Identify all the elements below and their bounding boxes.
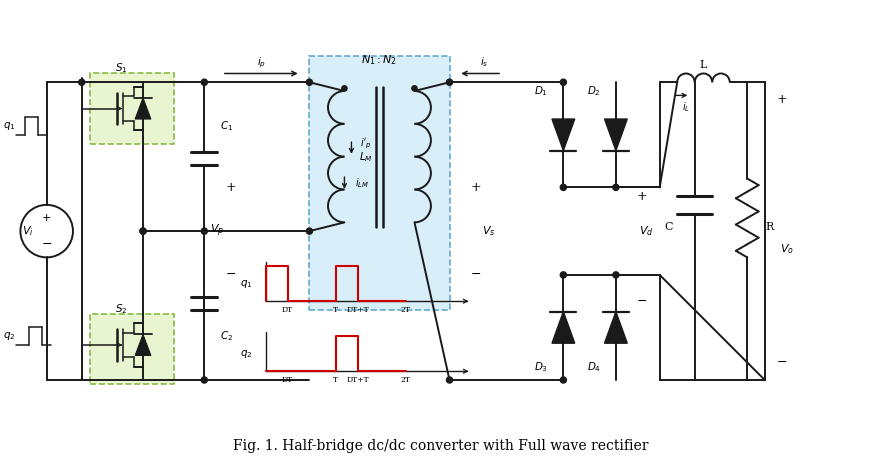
Text: $i_{LM}$: $i_{LM}$ [355, 176, 369, 190]
Text: DT+T: DT+T [346, 306, 369, 314]
Polygon shape [136, 334, 150, 356]
Text: $C_2$: $C_2$ [220, 329, 232, 343]
Text: C: C [664, 222, 672, 232]
Circle shape [202, 377, 208, 383]
Text: 2T: 2T [400, 306, 411, 314]
Text: T: T [334, 376, 338, 384]
FancyBboxPatch shape [310, 56, 450, 310]
Text: $q_1$: $q_1$ [3, 120, 15, 132]
Text: $q_1$: $q_1$ [240, 278, 253, 290]
Text: $D_4$: $D_4$ [587, 360, 601, 374]
Circle shape [202, 228, 208, 234]
Circle shape [306, 228, 312, 234]
Text: +: + [42, 213, 51, 223]
Circle shape [140, 228, 146, 234]
Text: 2T: 2T [400, 376, 411, 384]
Text: $V_o$: $V_o$ [780, 242, 794, 256]
Text: $V_s$: $V_s$ [482, 224, 495, 238]
Text: $D_1$: $D_1$ [534, 84, 548, 98]
Text: −: − [777, 356, 788, 369]
Polygon shape [605, 312, 627, 343]
Text: L: L [700, 60, 708, 70]
Text: −: − [225, 268, 236, 281]
Circle shape [446, 79, 452, 85]
Text: $V_i$: $V_i$ [21, 224, 33, 238]
Text: $D_3$: $D_3$ [534, 360, 548, 374]
Text: $N_1 : N_2$: $N_1 : N_2$ [362, 53, 398, 67]
Text: +: + [225, 181, 236, 194]
Text: −: − [471, 268, 481, 281]
Text: $q_2$: $q_2$ [240, 348, 253, 360]
Text: $q_2$: $q_2$ [3, 330, 15, 342]
Circle shape [446, 377, 452, 383]
Polygon shape [605, 119, 627, 151]
Text: $V_d$: $V_d$ [639, 224, 654, 238]
Circle shape [202, 79, 208, 85]
Circle shape [561, 79, 567, 85]
Text: $C_1$: $C_1$ [220, 119, 233, 133]
Text: $S_2$: $S_2$ [115, 302, 128, 316]
Text: Fig. 1. Half-bridge dc/dc converter with Full wave rectifier: Fig. 1. Half-bridge dc/dc converter with… [233, 439, 649, 453]
Text: $i_s$: $i_s$ [480, 55, 488, 69]
Circle shape [412, 86, 417, 91]
Polygon shape [552, 312, 575, 343]
Text: −: − [637, 295, 648, 308]
Circle shape [306, 79, 312, 85]
Circle shape [78, 79, 84, 85]
Text: +: + [637, 190, 648, 203]
Circle shape [341, 86, 347, 91]
Text: +: + [471, 181, 481, 194]
Text: $L_M$: $L_M$ [359, 150, 373, 163]
Circle shape [561, 184, 567, 190]
Circle shape [561, 272, 567, 278]
Circle shape [561, 377, 567, 383]
Circle shape [612, 272, 619, 278]
Text: $V_p$: $V_p$ [210, 223, 224, 239]
Text: $i'_p$: $i'_p$ [361, 136, 372, 151]
FancyBboxPatch shape [91, 314, 173, 384]
Text: −: − [41, 238, 52, 251]
Text: $i_p$: $i_p$ [257, 56, 266, 70]
Text: +: + [777, 93, 788, 106]
Polygon shape [552, 119, 575, 151]
Text: DT: DT [282, 306, 293, 314]
Text: DT+T: DT+T [346, 376, 369, 384]
Text: $D_2$: $D_2$ [587, 84, 601, 98]
FancyBboxPatch shape [91, 73, 173, 144]
Text: $S_1$: $S_1$ [114, 61, 128, 75]
Text: DT: DT [282, 376, 293, 384]
Text: T: T [334, 306, 338, 314]
Text: $i_L$: $i_L$ [682, 100, 690, 114]
Circle shape [140, 228, 146, 234]
Text: R: R [765, 222, 774, 232]
Circle shape [612, 184, 619, 190]
Polygon shape [136, 98, 150, 119]
